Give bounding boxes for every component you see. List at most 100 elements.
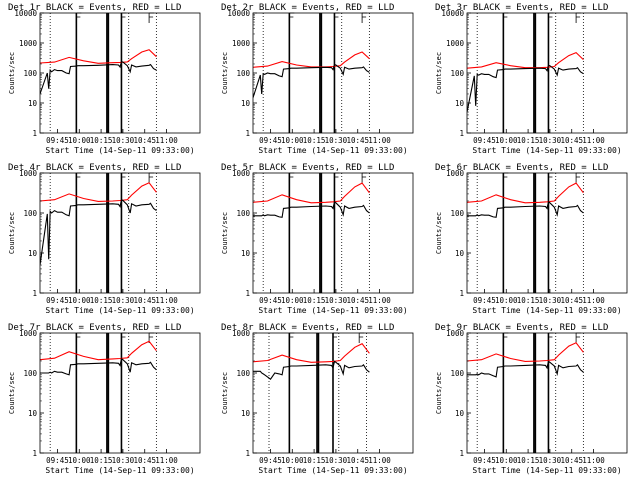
x-tick-label: 10:45 <box>133 456 156 465</box>
x-tick-label: 09:45 <box>259 456 282 465</box>
flag-marker <box>361 12 368 23</box>
plot-frame <box>252 12 414 134</box>
x-tick-label: 11:00 <box>369 296 392 305</box>
x-tick-label: 10:45 <box>133 136 156 145</box>
y-tick-label: 1000 <box>446 39 465 48</box>
y-tick-label: 10 <box>455 409 465 418</box>
y-axis-label: Counts/sec <box>8 52 16 94</box>
y-tick-label: 1 <box>246 289 251 298</box>
chart-svg: Det 3r BLACK = Events, RED = LLD 1 10 100 10… <box>435 3 627 155</box>
plot-frame <box>252 332 414 454</box>
y-tick-label: 1000 <box>232 39 251 48</box>
y-tick-label: 10000 <box>228 9 251 18</box>
y-tick-label: 1 <box>459 449 464 458</box>
y-tick-label: 1000 <box>19 39 38 48</box>
y-tick-label: 100 <box>450 209 464 218</box>
chart-title: Det 7r BLACK = Events, RED = LLD <box>8 323 181 333</box>
y-axis-label: Counts/sec <box>221 212 229 254</box>
series-line-red <box>466 182 584 204</box>
x-tick-label: 10:45 <box>347 296 370 305</box>
flag-marker <box>575 332 581 343</box>
y-tick-label: 1 <box>459 129 464 138</box>
y-tick-label: 100 <box>450 69 464 78</box>
x-tick-label: 10:30 <box>538 456 561 465</box>
x-tick-label: 10:15 <box>303 136 326 145</box>
x-tick-label: 10:15 <box>516 456 539 465</box>
x-tick-label: 10:45 <box>347 136 370 145</box>
chart-title: Det 6r BLACK = Events, RED = LLD <box>435 163 608 173</box>
x-tick-label: 10:45 <box>133 296 156 305</box>
flag-marker <box>359 332 365 343</box>
flag-marker <box>361 172 368 183</box>
x-tick-label: 11:00 <box>582 296 605 305</box>
y-tick-label: 10 <box>241 409 251 418</box>
chart-svg: Det 1r BLACK = Events, RED = LLD 1 10 100 10… <box>8 3 201 155</box>
chart-title: Det 1r BLACK = Events, RED = LLD <box>8 3 181 13</box>
x-tick-label: 10:30 <box>325 296 348 305</box>
x-tick-label: 09:45 <box>46 456 69 465</box>
y-axis-label: Counts/sec <box>435 372 443 414</box>
series-line-black <box>466 360 584 378</box>
y-tick-label: 1 <box>32 289 37 298</box>
x-axis-label: Start Time (14-Sep-11 09:33:00) <box>472 146 621 155</box>
flag-marker <box>575 12 581 23</box>
chart-svg: Det 5r BLACK = Events, RED = LLD 1 10 100 10… <box>221 163 414 315</box>
x-tick-label: 10:30 <box>112 296 135 305</box>
y-tick-label: 1 <box>246 129 251 138</box>
x-axis-label: Start Time (14-Sep-11 09:33:00) <box>45 306 194 315</box>
y-axis-label: Counts/sec <box>435 52 443 94</box>
series-line-black <box>40 198 157 266</box>
chart-panel: Det 9r BLACK = Events, RED = LLD 1 10 100 10… <box>427 320 640 480</box>
x-tick-label: 10:30 <box>112 136 135 145</box>
chart-title: Det 2r BLACK = Events, RED = LLD <box>221 3 394 13</box>
x-tick-label: 10:30 <box>538 296 561 305</box>
y-tick-label: 10 <box>455 99 465 108</box>
x-tick-label: 10:15 <box>90 456 113 465</box>
y-tick-label: 1000 <box>446 329 465 338</box>
y-tick-label: 100 <box>237 369 251 378</box>
y-tick-label: 10000 <box>441 9 464 18</box>
series-line-red <box>40 182 157 202</box>
series-line-red <box>466 342 584 362</box>
chart-title: Det 4r BLACK = Events, RED = LLD <box>8 163 181 173</box>
x-tick-label: 11:00 <box>155 296 178 305</box>
chart-svg: Det 4r BLACK = Events, RED = LLD 1 10 100 10… <box>8 163 201 315</box>
x-tick-label: 09:45 <box>473 136 496 145</box>
series-line-black <box>466 200 584 218</box>
series-line-black <box>40 358 157 376</box>
series-line-black <box>253 200 371 218</box>
x-tick-label: 11:00 <box>155 456 178 465</box>
x-tick-label: 10:00 <box>281 296 304 305</box>
y-tick-label: 1000 <box>446 169 465 178</box>
x-tick-label: 11:00 <box>582 456 605 465</box>
x-tick-label: 10:15 <box>516 296 539 305</box>
y-axis-label: Counts/sec <box>8 212 16 254</box>
x-tick-label: 10:00 <box>495 456 518 465</box>
chart-panel: Det 5r BLACK = Events, RED = LLD 1 10 100 10… <box>213 160 426 320</box>
y-axis-label: Counts/sec <box>221 52 229 94</box>
y-tick-label: 100 <box>450 369 464 378</box>
chart-svg: Det 9r BLACK = Events, RED = LLD 1 10 100 10… <box>435 323 627 475</box>
x-tick-label: 10:15 <box>303 296 326 305</box>
series-line-black <box>253 63 370 98</box>
series-line-red <box>40 49 157 64</box>
x-tick-label: 10:30 <box>538 136 561 145</box>
plot-frame <box>252 172 414 294</box>
x-axis-label: Start Time (14-Sep-11 09:33:00) <box>259 306 408 315</box>
series-line-red <box>253 182 371 204</box>
x-tick-label: 10:30 <box>325 136 348 145</box>
x-tick-label: 09:45 <box>259 136 282 145</box>
x-tick-label: 09:45 <box>259 296 282 305</box>
y-axis-label: Counts/sec <box>221 372 229 414</box>
chart-title: Det 8r BLACK = Events, RED = LLD <box>221 323 394 333</box>
x-tick-label: 10:00 <box>68 136 91 145</box>
x-tick-label: 09:45 <box>473 296 496 305</box>
chart-panel: Det 1r BLACK = Events, RED = LLD 1 10 100 10… <box>0 0 213 160</box>
y-tick-label: 1000 <box>232 329 251 338</box>
x-tick-label: 09:45 <box>46 296 69 305</box>
y-tick-label: 10 <box>28 249 38 258</box>
x-tick-label: 11:00 <box>369 456 392 465</box>
chart-panel: Det 7r BLACK = Events, RED = LLD 1 10 100 10… <box>0 320 213 480</box>
y-tick-label: 10 <box>241 249 251 258</box>
